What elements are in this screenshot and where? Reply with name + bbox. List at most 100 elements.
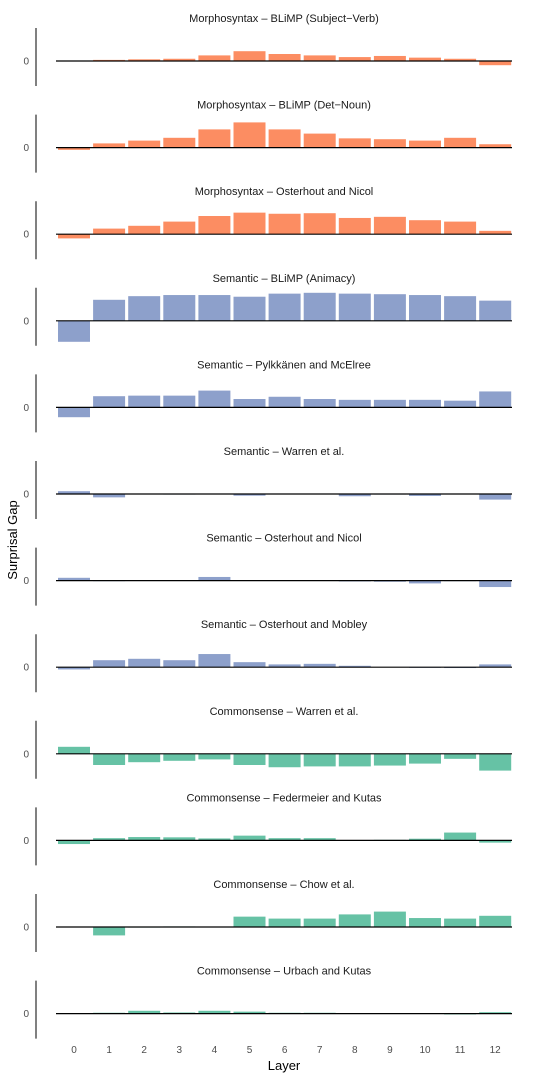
- bar: [479, 664, 512, 668]
- bar: [233, 51, 266, 61]
- bar: [338, 57, 371, 61]
- bar: [444, 400, 477, 408]
- bar: [233, 494, 266, 496]
- x-tick-label: 6: [282, 1045, 288, 1056]
- bar: [163, 753, 196, 761]
- bar: [444, 753, 477, 759]
- x-tick-label: 0: [71, 1045, 77, 1056]
- bar: [373, 399, 406, 408]
- panel-title: Commonsense – Federmeier and Kutas: [186, 792, 382, 804]
- bar: [233, 662, 266, 668]
- x-tick-label: 7: [317, 1045, 323, 1056]
- chart-panel: Morphosyntax – BLiMP (Det−Noun) 0: [23, 100, 512, 173]
- bar: [128, 395, 161, 408]
- bar: [233, 122, 266, 148]
- bar: [93, 660, 126, 668]
- bar: [93, 228, 126, 235]
- bar: [479, 753, 512, 771]
- bar: [268, 54, 301, 61]
- y-tick-label: 0: [23, 57, 29, 68]
- y-tick-label: 0: [23, 1009, 29, 1020]
- bar: [338, 138, 371, 148]
- bar: [303, 213, 336, 235]
- chart-panel: Semantic – Osterhout and Mobley 0: [23, 619, 512, 693]
- bar: [338, 293, 371, 321]
- bar: [409, 140, 441, 148]
- bar: [409, 918, 441, 927]
- bar: [128, 1010, 161, 1014]
- bar: [163, 221, 196, 235]
- bar: [479, 144, 512, 148]
- bar: [128, 225, 161, 235]
- bar: [479, 1012, 512, 1014]
- bar: [409, 295, 441, 321]
- bar: [479, 391, 512, 408]
- bar: [303, 133, 336, 148]
- x-axis-title: Layer: [268, 1058, 301, 1073]
- bar: [198, 295, 231, 321]
- panel-title: Commonsense – Chow et al.: [213, 879, 354, 891]
- panel-title: Commonsense – Warren et al.: [210, 706, 359, 718]
- bar: [409, 494, 441, 496]
- bar: [128, 753, 161, 763]
- bar: [58, 840, 90, 845]
- bar: [444, 832, 477, 841]
- x-tick-label: 4: [212, 1045, 218, 1056]
- panel-title: Semantic – Osterhout and Nicol: [206, 533, 361, 545]
- chart-panel: Morphosyntax – BLiMP (Subject−Verb) 0: [23, 13, 512, 86]
- bar: [338, 914, 371, 927]
- bar: [58, 577, 90, 581]
- bar: [163, 837, 196, 841]
- y-tick-label: 0: [23, 403, 29, 414]
- bar: [338, 753, 371, 767]
- panel-title: Semantic – Warren et al.: [224, 446, 345, 458]
- bar: [479, 494, 512, 500]
- bar: [198, 1010, 231, 1014]
- panel-title: Commonsense – Urbach and Kutas: [197, 966, 372, 978]
- bar: [338, 494, 371, 497]
- bar: [58, 234, 90, 239]
- chart-panel: Commonsense – Warren et al. 0: [23, 706, 512, 779]
- bar: [198, 216, 231, 235]
- x-tick-label: 10: [419, 1045, 431, 1056]
- bar: [303, 292, 336, 321]
- chart-panel: Commonsense – Federmeier and Kutas 0: [23, 792, 512, 866]
- bar: [93, 494, 126, 498]
- bar: [268, 396, 301, 408]
- bar: [338, 399, 371, 408]
- x-axis-ticks: 0 1 2 3 4 5 6 7 8 9 10 11 12: [71, 1045, 501, 1056]
- bar: [444, 918, 477, 927]
- bar: [409, 399, 441, 408]
- bar: [233, 399, 266, 408]
- bar: [303, 838, 336, 841]
- chart-panel: Semantic – Osterhout and Nicol 0: [23, 533, 512, 606]
- bar: [373, 753, 406, 766]
- bar: [233, 212, 266, 235]
- bar: [268, 918, 301, 927]
- bar: [373, 55, 406, 61]
- bar: [58, 491, 90, 494]
- chart-panel: Morphosyntax – Osterhout and Nicol 0: [23, 186, 512, 260]
- x-tick-label: 1: [106, 1045, 112, 1056]
- bar: [163, 395, 196, 408]
- bar: [93, 927, 126, 936]
- bar: [303, 55, 336, 61]
- bar: [198, 838, 231, 841]
- bar: [128, 59, 161, 61]
- y-tick-label: 0: [23, 836, 29, 847]
- y-tick-label: 0: [23, 663, 29, 674]
- bar: [93, 753, 126, 765]
- bar: [198, 753, 231, 760]
- bar: [409, 838, 441, 841]
- bar: [268, 129, 301, 148]
- bar: [409, 57, 441, 61]
- bar: [58, 667, 90, 670]
- bar: [409, 753, 441, 764]
- panel-title: Semantic – Osterhout and Mobley: [201, 619, 368, 631]
- chart-panel: Semantic – Warren et al. 0: [23, 446, 512, 519]
- bar: [268, 753, 301, 768]
- bar: [373, 216, 406, 235]
- x-tick-label: 3: [177, 1045, 183, 1056]
- bar: [198, 129, 231, 148]
- bar: [128, 296, 161, 321]
